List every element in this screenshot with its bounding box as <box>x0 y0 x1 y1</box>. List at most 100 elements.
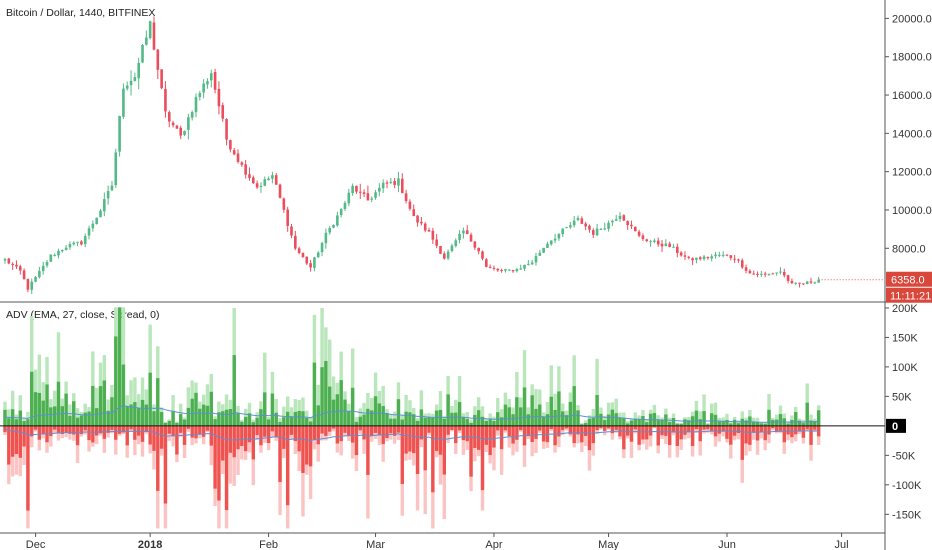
adv-bar-group <box>324 327 328 441</box>
adv-bar-up <box>190 398 194 426</box>
candle-body <box>57 250 60 256</box>
candle <box>152 16 156 51</box>
adv-pane[interactable] <box>0 307 885 529</box>
adv-bar-down <box>683 425 687 435</box>
adv-bar-up <box>794 412 798 426</box>
adv-bar-down <box>679 425 683 440</box>
adv-tick-label: 100K <box>892 362 918 374</box>
candle <box>805 281 809 285</box>
adv-bar-group <box>163 421 168 529</box>
candle <box>729 255 733 261</box>
candle <box>423 222 427 233</box>
candle-body <box>446 251 450 259</box>
adv-bar-down <box>396 425 401 433</box>
candle <box>435 233 438 249</box>
candle-body <box>435 239 438 246</box>
candle-body <box>22 270 26 280</box>
candle-body <box>263 179 267 186</box>
candle <box>588 224 591 233</box>
adv-bar-up <box>152 411 156 426</box>
adv-bar-up <box>534 408 538 426</box>
adv-bar-down <box>809 425 813 445</box>
candle-body <box>229 140 232 150</box>
adv-bar-group <box>389 414 393 440</box>
adv-bar-down-light <box>438 425 443 485</box>
adv-bar-group <box>45 356 49 453</box>
candle <box>240 161 244 168</box>
adv-bar-up <box>328 386 332 426</box>
candle-body <box>695 257 698 260</box>
candle-body <box>813 282 817 284</box>
adv-bar-group <box>186 387 191 432</box>
candle <box>141 43 144 64</box>
candle <box>740 258 744 269</box>
candle-body <box>282 198 286 210</box>
candle <box>763 271 767 278</box>
adv-bar-down <box>232 425 236 458</box>
adv-bar-group <box>354 417 359 472</box>
adv-tick-label: -50K <box>892 450 916 462</box>
candle-body <box>557 233 561 239</box>
adv-bar-group <box>381 385 385 462</box>
adv-bar-group <box>7 409 11 485</box>
candle <box>34 275 37 283</box>
adv-bar-up <box>198 408 202 426</box>
candle <box>45 259 49 268</box>
candle-body <box>450 245 454 252</box>
adv-bar-up-light <box>419 390 424 426</box>
adv-bar-group <box>526 407 531 439</box>
candle <box>714 251 717 259</box>
adv-bar-group <box>587 415 592 471</box>
adv-bar-up <box>752 421 756 426</box>
candle-body <box>656 240 660 245</box>
adv-bar-up <box>473 414 477 426</box>
adv-bar-down <box>293 425 298 442</box>
adv-bar-group <box>431 413 435 529</box>
adv-bar-down <box>457 425 462 431</box>
adv-bar-down <box>427 425 431 433</box>
candle <box>3 257 7 264</box>
candle-body <box>213 71 217 90</box>
candle-body <box>259 185 263 187</box>
candle-body <box>267 178 270 181</box>
adv-bar-group <box>171 395 175 447</box>
adv-bar-group <box>610 402 615 440</box>
adv-bar-up <box>557 391 561 426</box>
candle-body <box>83 236 87 245</box>
candle-body <box>580 218 584 224</box>
candle <box>80 240 83 246</box>
adv-bar-down <box>515 425 519 440</box>
adv-bar-group <box>251 419 255 486</box>
candle-body <box>431 230 435 240</box>
adv-bar-down <box>461 425 466 441</box>
adv-bar-group <box>774 414 779 434</box>
adv-bar-up-light <box>362 402 366 426</box>
time-tick-label: Dec <box>26 539 46 550</box>
adv-bar-up <box>404 411 408 426</box>
candle-body <box>473 241 477 248</box>
adv-bar-up <box>438 409 443 426</box>
candle-body <box>511 270 515 272</box>
adv-bar-up <box>285 411 290 426</box>
adv-bar-down <box>667 425 672 445</box>
candle <box>99 209 102 218</box>
adv-bar-group <box>698 411 702 456</box>
adv-bar-up <box>79 415 84 426</box>
price-pane[interactable] <box>3 16 885 294</box>
adv-bar-group <box>373 372 378 439</box>
candle-body <box>244 164 247 175</box>
adv-bar-group <box>60 398 64 439</box>
adv-bar-group <box>725 413 729 443</box>
adv-bar-down <box>530 425 534 443</box>
candle <box>366 185 370 201</box>
adv-bar-up <box>224 409 229 426</box>
adv-bar-group <box>595 358 599 435</box>
adv-bar-down <box>744 425 748 444</box>
adv-bar-up <box>419 409 424 426</box>
adv-bar-up <box>633 418 637 426</box>
adv-bar-down <box>18 425 22 458</box>
adv-tick-label: 200K <box>892 303 918 315</box>
adv-bar-down <box>706 425 710 430</box>
time-tick-label: Feb <box>259 539 278 550</box>
candle-body <box>362 192 366 194</box>
